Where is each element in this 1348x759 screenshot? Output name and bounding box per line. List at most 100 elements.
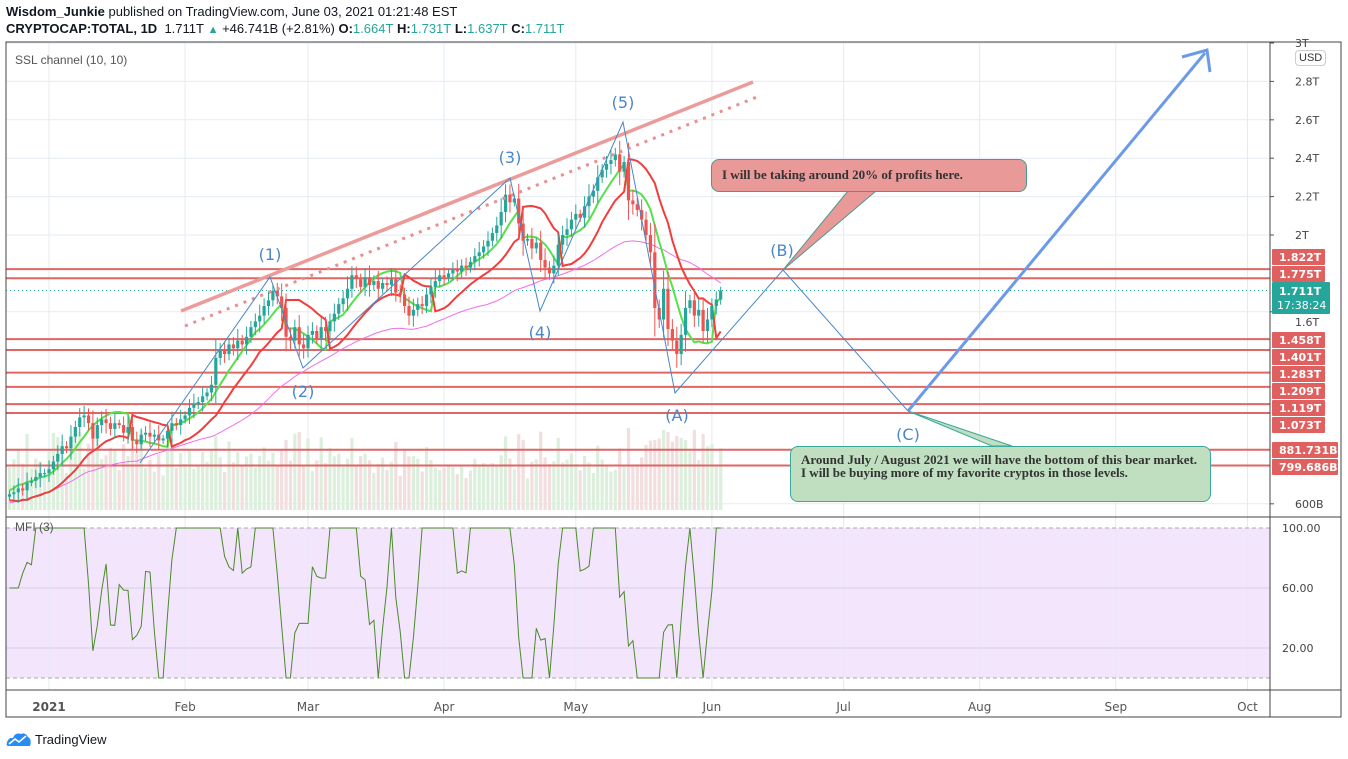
candle-body bbox=[675, 340, 679, 355]
arrow-head-icon bbox=[1181, 48, 1212, 73]
volume-bar bbox=[688, 451, 692, 510]
volume-bar bbox=[135, 453, 139, 510]
candle bbox=[569, 211, 574, 238]
volume-bar bbox=[310, 471, 314, 510]
mfi-indicator-label[interactable]: MFI (3) bbox=[15, 520, 54, 534]
volume-bar bbox=[460, 466, 464, 510]
volume-bar bbox=[165, 436, 170, 510]
candle bbox=[179, 409, 183, 435]
candle bbox=[148, 422, 152, 447]
candle-body bbox=[293, 327, 297, 341]
candle-body bbox=[266, 300, 271, 307]
outer-frame bbox=[5, 41, 1342, 718]
candle bbox=[139, 428, 143, 451]
candle bbox=[51, 455, 55, 475]
volume-bar bbox=[631, 466, 635, 510]
candle-body bbox=[705, 319, 710, 331]
candle-body bbox=[7, 494, 12, 497]
candle-body bbox=[91, 423, 95, 439]
volume-bar bbox=[556, 438, 560, 510]
candle bbox=[486, 231, 490, 257]
candle bbox=[271, 284, 275, 307]
volume-bar bbox=[705, 446, 710, 510]
volume-bar bbox=[126, 456, 130, 510]
candle bbox=[306, 325, 310, 358]
tradingview-logo[interactable]: TradingView bbox=[6, 731, 107, 747]
price-level-label: 1.283T bbox=[1279, 368, 1322, 381]
candle bbox=[161, 434, 165, 444]
volume-bar bbox=[591, 472, 595, 510]
candle-body bbox=[591, 190, 595, 197]
volume-bar bbox=[552, 461, 556, 510]
candle-body bbox=[82, 415, 86, 418]
candle bbox=[495, 216, 499, 242]
candle bbox=[288, 327, 293, 350]
y-tick-label: 600B bbox=[1295, 498, 1324, 511]
volume-bar bbox=[385, 469, 389, 510]
volume-bar bbox=[130, 440, 135, 510]
candle-body bbox=[640, 210, 644, 220]
currency-button[interactable]: USD bbox=[1295, 50, 1327, 66]
candle-body bbox=[679, 334, 683, 355]
candle bbox=[86, 408, 91, 431]
candle bbox=[534, 237, 538, 254]
wave-label: (5) bbox=[612, 93, 635, 112]
volume-bar bbox=[719, 448, 723, 510]
candle-body bbox=[328, 321, 332, 331]
candle-body bbox=[714, 299, 718, 307]
author-name[interactable]: Wisdom_Junkie bbox=[6, 4, 105, 19]
tradingview-brand: TradingView bbox=[35, 731, 107, 747]
volume-bar bbox=[345, 458, 350, 510]
candle-body bbox=[464, 265, 468, 268]
candle-body bbox=[174, 423, 178, 426]
volume-bar bbox=[455, 474, 459, 510]
volume-bar bbox=[148, 460, 152, 510]
candle-body bbox=[433, 281, 437, 287]
symbol-name[interactable]: CRYPTOCAP:TOTAL, 1D bbox=[6, 21, 158, 36]
candle-body bbox=[56, 453, 60, 462]
ssl-indicator-label[interactable]: SSL channel (10, 10) bbox=[15, 53, 128, 67]
volume-bar bbox=[12, 459, 16, 510]
candle-body bbox=[16, 488, 20, 493]
candle bbox=[622, 155, 626, 178]
volume-bar bbox=[683, 440, 688, 510]
volume-bar bbox=[416, 458, 420, 510]
candle bbox=[297, 315, 301, 357]
low-value: 1.637T bbox=[467, 21, 508, 36]
candle bbox=[34, 469, 38, 489]
volume-bar bbox=[482, 463, 486, 510]
candle-body bbox=[543, 259, 547, 268]
candle-body bbox=[196, 402, 200, 404]
candle-body bbox=[407, 306, 411, 316]
candle bbox=[376, 270, 380, 299]
volume-bar bbox=[293, 433, 297, 510]
x-tick-label: Jun bbox=[702, 700, 722, 714]
candle-body bbox=[350, 275, 354, 289]
candle bbox=[108, 416, 113, 436]
candle bbox=[21, 483, 25, 496]
candle-body bbox=[240, 340, 244, 345]
y-tick-label: 2.6T bbox=[1295, 114, 1319, 127]
candle-body bbox=[438, 275, 442, 282]
volume-bar bbox=[201, 451, 205, 510]
candle-body bbox=[231, 344, 235, 349]
open-value: 1.664T bbox=[352, 21, 394, 36]
candle bbox=[293, 319, 297, 349]
candle-body bbox=[381, 283, 385, 289]
candle-body bbox=[29, 480, 34, 483]
volume-bar bbox=[157, 453, 161, 510]
candle-body bbox=[69, 436, 73, 449]
y-tick-label: 2.8T bbox=[1295, 75, 1319, 88]
candle-body bbox=[534, 242, 538, 249]
candle bbox=[701, 298, 705, 343]
wave-label: (A) bbox=[665, 406, 688, 425]
candle bbox=[218, 343, 222, 365]
price-level-label: 1.119T bbox=[1279, 402, 1322, 415]
candle bbox=[582, 196, 587, 228]
candle bbox=[363, 267, 367, 297]
wave-label: (4) bbox=[529, 323, 552, 342]
volume-bar bbox=[363, 453, 367, 510]
candle-body bbox=[468, 261, 473, 268]
volume-bar bbox=[7, 467, 12, 510]
